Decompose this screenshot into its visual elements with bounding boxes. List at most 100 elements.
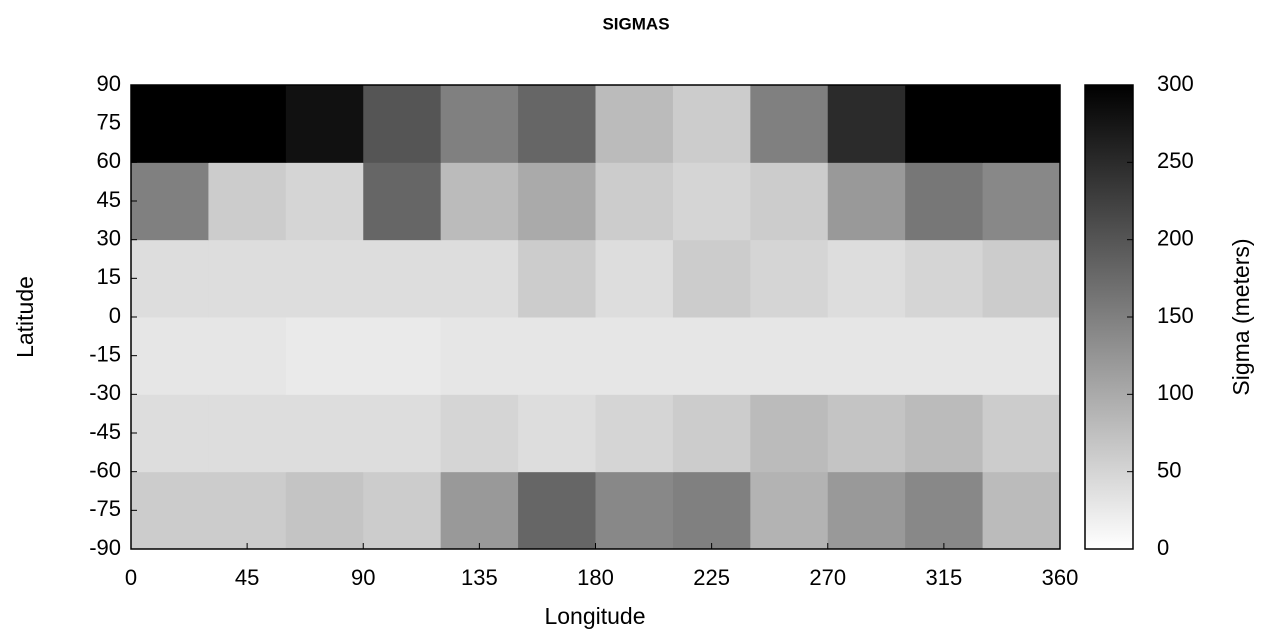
heatmap-cell xyxy=(208,394,287,473)
y-tick-label: 15 xyxy=(97,264,121,289)
colorbar-tick-label: 50 xyxy=(1157,457,1181,482)
heatmap-cell xyxy=(982,85,1061,163)
heatmap-cell xyxy=(131,239,209,318)
y-tick-label: 30 xyxy=(97,225,121,250)
x-tick-label: 225 xyxy=(693,565,730,590)
y-tick-label: 75 xyxy=(97,109,121,134)
heatmap-cell xyxy=(827,239,906,318)
x-axis-label: Longitude xyxy=(544,603,645,629)
heatmap-cell xyxy=(672,394,751,473)
heatmap-cell xyxy=(595,317,674,395)
heatmap-cell xyxy=(827,394,906,473)
heatmap-cell xyxy=(518,162,596,241)
heatmap-cell xyxy=(208,239,287,318)
heatmap-cell xyxy=(440,471,519,550)
colorbar-tick-label: 150 xyxy=(1157,303,1194,328)
colorbar-tick-label: 250 xyxy=(1157,148,1194,173)
heatmap-cell xyxy=(750,239,829,318)
heatmap-cell xyxy=(285,162,364,241)
heatmap-cell xyxy=(285,471,364,550)
heatmap-cell xyxy=(750,85,829,163)
heatmap-cell xyxy=(285,85,364,163)
x-tick-label: 270 xyxy=(809,565,846,590)
x-tick-label: 180 xyxy=(577,565,614,590)
x-tick-label: 90 xyxy=(351,565,375,590)
colorbar-tick-label: 200 xyxy=(1157,225,1194,250)
heatmap-cell xyxy=(518,239,596,318)
heatmap-cell xyxy=(595,394,674,473)
heatmap-cell xyxy=(131,85,209,163)
heatmap-cell xyxy=(595,239,674,318)
heatmap-cell xyxy=(750,317,829,395)
heatmap xyxy=(131,85,1061,550)
heatmap-cell xyxy=(672,317,751,395)
heatmap-cell xyxy=(982,162,1061,241)
y-axis-label: Latitude xyxy=(12,276,38,358)
heatmap-cell xyxy=(285,317,364,395)
heatmap-cell xyxy=(208,317,287,395)
heatmap-cell xyxy=(363,85,442,163)
heatmap-cell xyxy=(827,85,906,163)
heatmap-cell xyxy=(208,162,287,241)
colorbar-label: Sigma (meters) xyxy=(1228,238,1254,395)
y-tick-label: 90 xyxy=(97,71,121,96)
heatmap-cell xyxy=(131,394,209,473)
x-tick-label: 135 xyxy=(461,565,498,590)
heatmap-cell xyxy=(827,317,906,395)
heatmap-cell xyxy=(440,394,519,473)
x-tick-label: 315 xyxy=(926,565,963,590)
heatmap-cell xyxy=(208,85,287,163)
heatmap-cell xyxy=(672,239,751,318)
x-tick-label: 360 xyxy=(1042,565,1079,590)
heatmap-cell xyxy=(595,471,674,550)
heatmap-cell xyxy=(131,317,209,395)
heatmap-cell xyxy=(208,471,287,550)
heatmap-cell xyxy=(982,394,1061,473)
heatmap-cell xyxy=(905,239,984,318)
y-tick-label: 0 xyxy=(109,303,121,328)
y-tick-label: 60 xyxy=(97,148,121,173)
heatmap-cell xyxy=(905,317,984,395)
heatmap-cell xyxy=(982,471,1061,550)
x-tick-label: 0 xyxy=(125,565,137,590)
heatmap-cell xyxy=(440,239,519,318)
heatmap-cell xyxy=(363,394,442,473)
heatmap-cell xyxy=(982,317,1061,395)
y-tick-label: -60 xyxy=(89,457,121,482)
heatmap-cell xyxy=(672,85,751,163)
heatmap-cell xyxy=(672,471,751,550)
colorbar-tick-label: 100 xyxy=(1157,380,1194,405)
heatmap-cell xyxy=(595,85,674,163)
colorbar-tick-label: 300 xyxy=(1157,71,1194,96)
heatmap-cell xyxy=(518,317,596,395)
heatmap-cell xyxy=(905,162,984,241)
heatmap-cell xyxy=(905,394,984,473)
heatmap-cell xyxy=(518,85,596,163)
colorbar-tick-label: 0 xyxy=(1157,535,1169,560)
heatmap-cell xyxy=(595,162,674,241)
heatmap-cell xyxy=(982,239,1061,318)
heatmap-cell xyxy=(518,394,596,473)
heatmap-cell xyxy=(363,471,442,550)
heatmap-cell xyxy=(285,239,364,318)
heatmap-cell xyxy=(440,317,519,395)
heatmap-cell xyxy=(363,317,442,395)
colorbar xyxy=(1084,84,1134,550)
chart-title: SIGMAS xyxy=(602,14,669,33)
heatmap-cell xyxy=(672,162,751,241)
heatmap-cell xyxy=(131,471,209,550)
y-tick-label: 45 xyxy=(97,187,121,212)
y-tick-label: -30 xyxy=(89,380,121,405)
heatmap-cell xyxy=(131,162,209,241)
y-tick-label: -15 xyxy=(89,341,121,366)
heatmap-cell xyxy=(440,162,519,241)
heatmap-cell xyxy=(827,471,906,550)
x-tick-label: 45 xyxy=(235,565,259,590)
heatmap-cell xyxy=(750,471,829,550)
heatmap-cell xyxy=(363,162,442,241)
heatmap-cell xyxy=(285,394,364,473)
heatmap-cell xyxy=(518,471,596,550)
heatmap-cell xyxy=(363,239,442,318)
y-tick-label: -90 xyxy=(89,535,121,560)
